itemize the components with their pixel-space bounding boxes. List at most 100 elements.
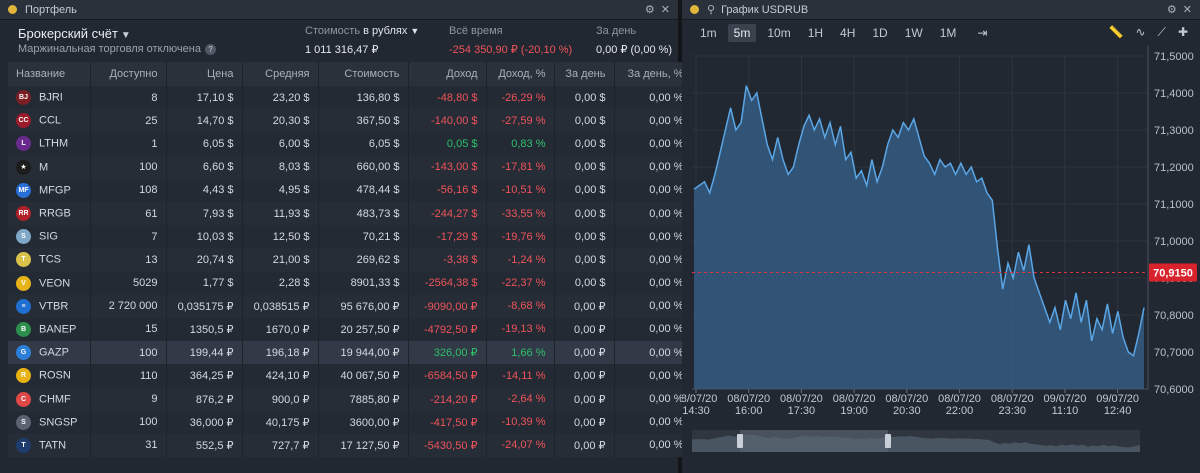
timeframe-5m[interactable]: 5m xyxy=(727,24,757,42)
ticker-name: MFGP xyxy=(39,184,71,197)
add-drawing-icon[interactable]: ✚ xyxy=(1177,25,1188,39)
cell-day: 0,00 ₽ xyxy=(554,341,615,365)
table-row[interactable]: T TCS 13 20,74 $21,00 $269,62 $ -3,38 $ -1,24… xyxy=(8,248,693,272)
gear-icon[interactable]: ⚙ xyxy=(1166,4,1177,16)
navigator-handle-right[interactable] xyxy=(885,434,891,448)
column-header-day-pct[interactable]: За день, % xyxy=(614,62,693,86)
draw-line-icon[interactable]: ⟋ xyxy=(1157,25,1166,39)
table-row[interactable]: S SIG 7 10,03 $12,50 $70,21 $ -17,29 $ -19,76… xyxy=(8,225,693,249)
cell-income: -140,00 $ xyxy=(408,109,487,133)
ticker-name: RRGB xyxy=(39,207,71,220)
column-header-average[interactable]: Средняя xyxy=(242,62,319,86)
timeframe-bar: 1m 5m 10m 1H 4H 1D 1W 1M ⇥ xyxy=(682,20,1200,46)
ruler-icon[interactable]: 📏 xyxy=(1108,25,1124,39)
timeframe-10m[interactable]: 10m xyxy=(767,26,791,40)
column-header-day[interactable]: За день xyxy=(554,62,615,86)
table-row[interactable]: T TATN 31 552,5 ₽727,7 ₽17 127,50 ₽ -5430,50… xyxy=(8,433,693,457)
help-icon[interactable]: ? xyxy=(204,43,216,55)
go-to-latest-icon[interactable]: ⇥ xyxy=(977,26,988,40)
cell-day: 0,00 ₽ xyxy=(554,294,615,318)
cell-income: -17,29 $ xyxy=(408,225,487,249)
table-row[interactable]: L LTHM 1 6,05 $6,00 $6,05 $0,05 $0,83 % 0,00… xyxy=(8,132,693,156)
column-header-income-pct[interactable]: Доход, % xyxy=(486,62,555,86)
table-row[interactable]: CC CCL 25 14,70 $20,30 $367,50 $ -140,00 $ -2… xyxy=(8,109,693,133)
price-chart[interactable]: 71,5000 71,4000 71,3000 71,2000 71,1000 71,00… xyxy=(675,46,1200,473)
search-icon[interactable]: ⚲ xyxy=(707,4,716,16)
table-row[interactable]: B BANEP 15 1350,5 ₽1670,0 ₽20 257,50 ₽ -4792… xyxy=(8,317,693,342)
y-axis-tick-label: 71,3000 xyxy=(1154,125,1194,137)
panel-color-dot[interactable] xyxy=(8,5,17,14)
cell-day: 0,00 $ xyxy=(554,132,615,156)
table-row[interactable]: C CHMF 9 876,2 ₽900,0 ₽7885,80 ₽ -214,20 ₽ -2… xyxy=(8,387,693,411)
table-row[interactable]: R ROSN 110 364,25 ₽424,10 ₽40 067,50 ₽ -6584… xyxy=(8,364,693,388)
ticker-name: CCL xyxy=(39,114,62,127)
timeframe-1mo[interactable]: 1M xyxy=(939,26,957,40)
cell-name: CC CCL xyxy=(8,109,91,133)
cell-average: 424,10 ₽ xyxy=(242,364,319,388)
cell-price: 17,10 $ xyxy=(166,86,243,110)
x-axis-tick-label: 08/07/20 xyxy=(727,393,770,405)
close-icon[interactable]: ✕ xyxy=(660,4,670,16)
cell-income: -48,80 $ xyxy=(408,86,487,110)
table-row[interactable]: ≡ VTBR 2 720 000 0,035175 ₽0,038515 ₽95 676… xyxy=(8,294,693,318)
cell-day: 0,00 ₽ xyxy=(554,317,615,342)
cell-day-pct: 0,00 % xyxy=(614,155,693,179)
cell-average: 196,18 ₽ xyxy=(242,341,319,365)
day-summary: За день 0,00 ₽ (0,00 %) xyxy=(596,25,672,56)
table-row[interactable]: G GAZP 100 199,44 ₽196,18 ₽19 944,00 ₽326,0… xyxy=(8,341,693,365)
table-row[interactable]: MF MFGP 108 4,43 $4,95 $478,44 $ -56,16 $ -10… xyxy=(8,178,693,202)
cell-value: 269,62 $ xyxy=(318,248,409,272)
table-row[interactable]: ★ M 100 6,60 $8,03 $660,00 $ -143,00 $ -17,81… xyxy=(8,155,693,179)
cell-average: 20,30 $ xyxy=(242,109,319,133)
account-selector[interactable]: Брокерский счёт ▼ xyxy=(18,26,131,41)
x-axis-tick-label: 09/07/20 xyxy=(1096,393,1139,405)
timeframe-1d[interactable]: 1D xyxy=(872,26,888,40)
column-header-name[interactable]: Название xyxy=(8,62,91,86)
value-label-row[interactable]: Стоимость в рублях ▼ xyxy=(305,25,419,37)
cell-value: 17 127,50 ₽ xyxy=(318,433,409,457)
cell-day: 0,00 $ xyxy=(554,225,615,249)
cell-income-pct: -27,59 % xyxy=(486,109,555,133)
table-row[interactable]: RR RRGB 61 7,93 $11,93 $483,73 $ -244,27 $ -3… xyxy=(8,201,693,226)
close-icon[interactable]: ✕ xyxy=(1182,4,1192,16)
ticker-logo-icon: V xyxy=(16,275,31,291)
cell-day: 0,00 $ xyxy=(554,86,615,110)
cell-income: -3,38 $ xyxy=(408,248,487,272)
navigator-window xyxy=(740,430,888,452)
chart-area[interactable]: 71,5000 71,4000 71,3000 71,2000 71,1000 71,00… xyxy=(675,46,1200,473)
y-axis-tick-label: 70,6000 xyxy=(1154,384,1194,396)
panel-color-dot[interactable] xyxy=(690,5,699,14)
timeframe-1h[interactable]: 1H xyxy=(807,26,824,40)
x-axis-tick-label: 23:30 xyxy=(998,405,1026,417)
cell-income-pct: -33,55 % xyxy=(486,201,555,226)
ticker-name: TATN xyxy=(39,439,67,452)
cell-income-pct: -14,11 % xyxy=(486,364,555,388)
timeframe-1w[interactable]: 1W xyxy=(904,26,923,40)
cell-price: 1350,5 ₽ xyxy=(166,317,243,342)
cell-price: 4,43 $ xyxy=(166,178,243,202)
table-row[interactable]: S SNGSP 100 36,000 ₽40,175 ₽3600,00 ₽ -417,5… xyxy=(8,410,693,434)
navigator-handle-left[interactable] xyxy=(737,434,743,448)
cell-day: 0,00 ₽ xyxy=(554,364,615,388)
indicators-icon[interactable]: ∿ xyxy=(1135,25,1146,39)
cell-available: 31 xyxy=(90,433,167,457)
chevron-down-icon: ▼ xyxy=(120,30,131,41)
cell-income-pct: -10,39 % xyxy=(486,410,555,434)
timeframe-1m[interactable]: 1m xyxy=(700,26,717,40)
cell-price: 14,70 $ xyxy=(166,109,243,133)
timeframe-4h[interactable]: 4H xyxy=(840,26,856,40)
cell-value: 7885,80 ₽ xyxy=(318,387,409,411)
column-header-value[interactable]: Стоимость xyxy=(318,62,409,86)
column-header-income[interactable]: Доход xyxy=(408,62,487,86)
column-header-price[interactable]: Цена xyxy=(166,62,243,86)
ticker-logo-icon: L xyxy=(16,136,31,152)
table-row[interactable]: BJ BJRI 8 17,10 $23,20 $136,80 $ -48,80 $ -26… xyxy=(8,86,693,110)
cell-name: ★ M xyxy=(8,155,91,179)
gear-icon[interactable]: ⚙ xyxy=(644,4,655,16)
cell-day-pct: 0,00 % xyxy=(614,341,693,365)
cell-income: -6584,50 ₽ xyxy=(408,364,487,388)
table-row[interactable]: V VEON 5029 1,77 $2,28 $8901,33 $ -2564,38 $… xyxy=(8,271,693,295)
column-header-available[interactable]: Доступно xyxy=(90,62,167,86)
cell-day: 0,00 $ xyxy=(554,271,615,295)
cell-income-pct: 0,83 % xyxy=(486,132,555,156)
